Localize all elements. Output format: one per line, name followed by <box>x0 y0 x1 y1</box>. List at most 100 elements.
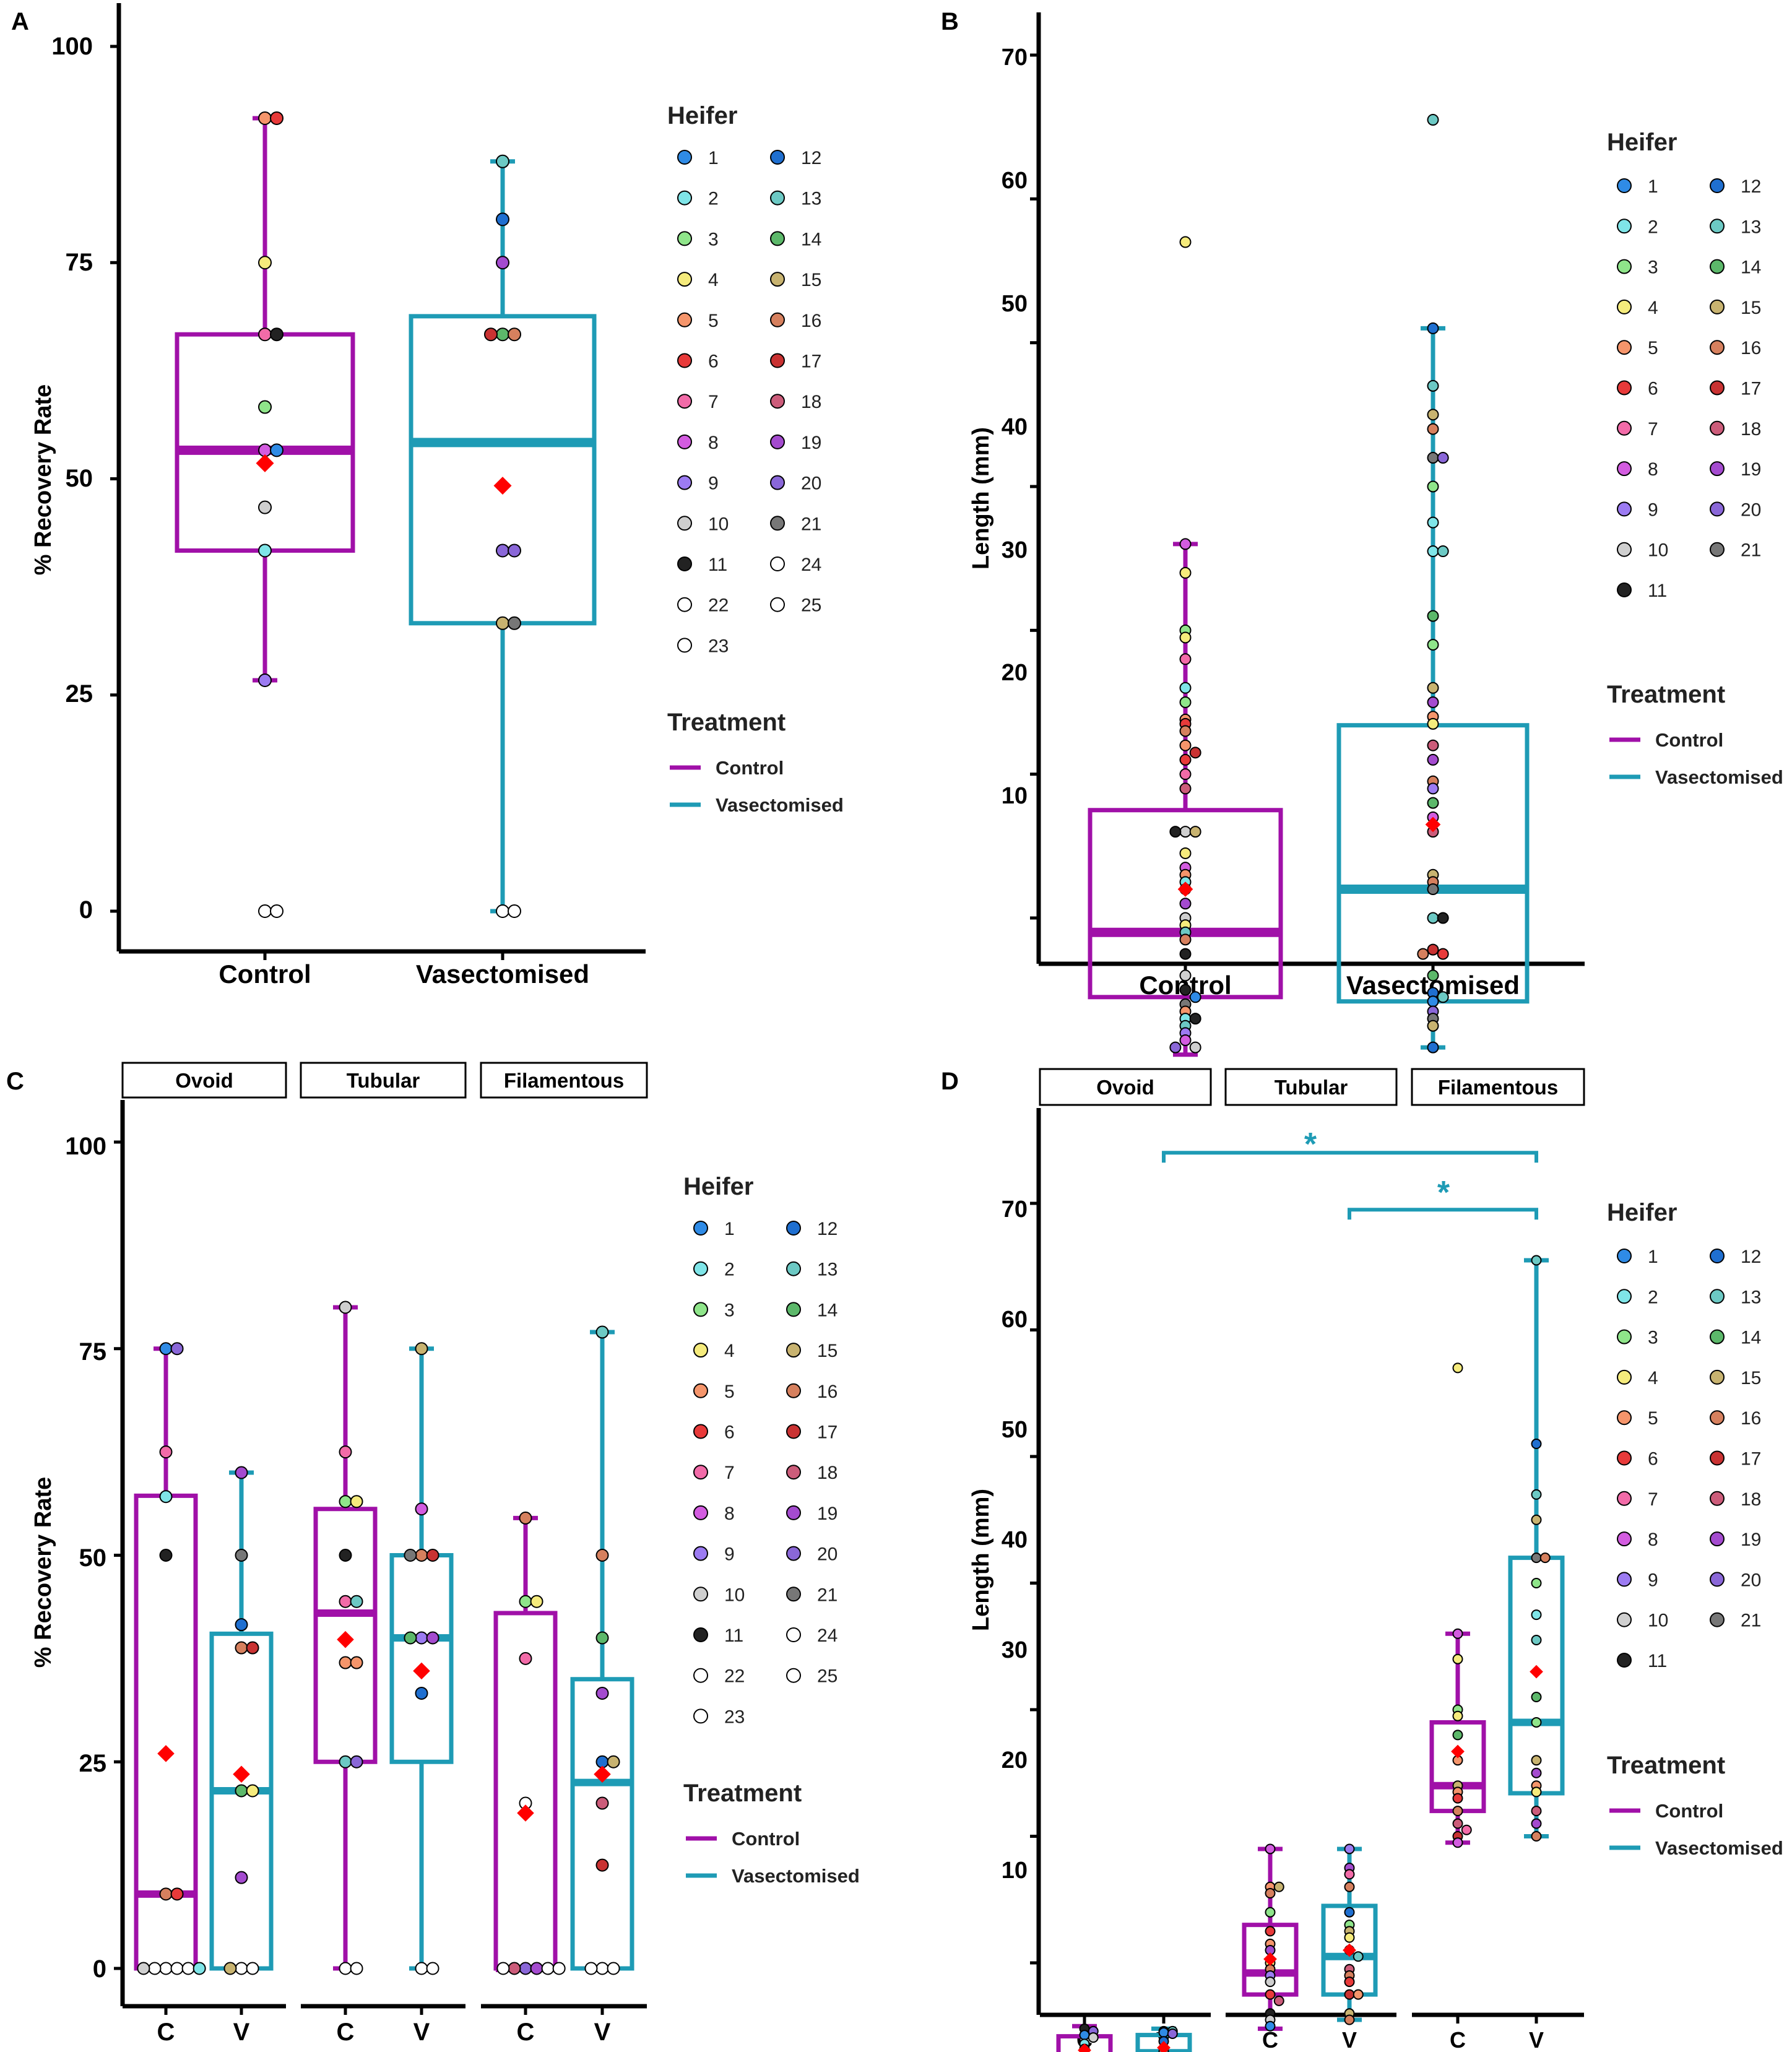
panel-b-legend-heifer-20-icon <box>1710 501 1725 517</box>
panel-a-ytick-75: 75 <box>66 249 93 276</box>
panel-d-legend-heifer-8-label: 8 <box>1648 1530 1658 1550</box>
panel-b-ytick-20: 20 <box>1002 660 1028 686</box>
panel-a-control-point-1 <box>258 111 272 125</box>
panel-b-legend-heifer-15-label: 15 <box>1741 298 1761 318</box>
panel-b-control-point-3 <box>1179 566 1192 579</box>
panel-c-tubular-vasectomised-point-1 <box>415 1342 428 1356</box>
panel-c-legend-heifer-2-label: 2 <box>724 1260 735 1280</box>
panel-b-vasectomised-point-17 <box>1427 717 1439 730</box>
panel-d-tubular-control-point-12 <box>1265 1976 1276 1988</box>
panel-d-tubular-control-mean-marker <box>1263 1952 1277 1966</box>
panel-b-legend-heifer-5-icon <box>1617 340 1632 355</box>
panel-c-facet-ovoid: Ovoid <box>175 1069 233 1092</box>
panel-b-legend-heifer-8-icon <box>1617 461 1632 477</box>
panel-c-ovoid-control-point-8 <box>159 1962 173 1975</box>
panel-b-vasectomised-point-27 <box>1427 883 1439 896</box>
panel-c-legend: Heifer1234567891011222312131415161718192… <box>683 1173 860 1887</box>
panel-d-facet-tubular: Tubular <box>1275 1076 1348 1099</box>
panel-b-legend-heifer-21-icon <box>1710 542 1725 557</box>
panel-b-legend-heifer-16-label: 16 <box>1741 338 1761 358</box>
panel-c-legend-heifer-19-label: 19 <box>817 1504 838 1524</box>
panel-c-legend-treatment-title: Treatment <box>683 1780 802 1807</box>
panel-c-tubular-vasectomised-point-8 <box>404 1631 417 1645</box>
panel-a-legend-heifer-11-label: 11 <box>708 555 727 575</box>
panel-c-ovoid-control-point-5 <box>159 1549 173 1562</box>
panel-d-tubular-vasectomised-point-14 <box>1344 1989 1355 2000</box>
panel-c-legend-heifer-5-icon <box>693 1383 708 1398</box>
panel-a-legend-heifer-25-label: 25 <box>801 595 821 616</box>
panel-b-vasectomised-point-29 <box>1437 912 1449 924</box>
panel-c-legend-heifer-17-icon <box>786 1424 801 1439</box>
panel-d-ylabel: Length (mm) <box>968 1489 994 1631</box>
panel-c-filamentous-control-point-1 <box>519 1511 532 1525</box>
panel-a-legend-heifer-15-label: 15 <box>801 270 821 290</box>
panel-b-legend-vasectomised-label: Vasectomised <box>1655 766 1783 788</box>
panel-b-control-point-14 <box>1179 753 1192 766</box>
panel-c-legend-heifer-7-icon <box>693 1465 708 1480</box>
panel-c-legend-heifer-15-icon <box>786 1343 801 1358</box>
panel-a-legend-heifer-14-label: 14 <box>801 229 821 249</box>
panel-b-control-point-12 <box>1179 739 1192 751</box>
panel-c-filamentous-vasectomised-point-7 <box>595 1796 609 1810</box>
panel-a-legend-heifer-4-icon <box>677 272 692 287</box>
panel-d-legend-heifer-16-label: 16 <box>1741 1408 1761 1429</box>
panel-b-legend-heifer-14-label: 14 <box>1741 258 1761 278</box>
panel-b-vasectomised-point-35 <box>1437 991 1449 1003</box>
panel-a-control-mean-marker <box>256 454 274 472</box>
panel-b-control-point-20 <box>1179 847 1192 859</box>
panel-d-legend-heifer-title: Heifer <box>1607 1199 1677 1226</box>
panel-c-legend-heifer-8-label: 8 <box>724 1504 735 1524</box>
panel-b-legend-heifer-16-icon <box>1710 340 1725 355</box>
panel-a-legend-heifer-15-icon <box>770 272 785 287</box>
panel-c-plot <box>114 1100 647 2015</box>
panel-b-legend-heifer-19-label: 19 <box>1741 459 1761 480</box>
panel-d-tubular-vasectomised-point-10 <box>1353 1951 1364 1962</box>
panel-b-legend: Heifer123456789101112131415161718192021T… <box>1607 129 1783 788</box>
panel-a-legend-heifer-8-label: 8 <box>708 433 719 453</box>
panel-b-vasectomised-point-30 <box>1427 943 1439 956</box>
panel-a-control-point-12 <box>258 904 272 918</box>
panel-d-facet-ovoid: Ovoid <box>1096 1076 1154 1099</box>
panel-d-tubular-vasectomised-point-15 <box>1353 1989 1364 2000</box>
panel-a-vasectomised-point-4 <box>496 327 509 342</box>
panel-d-legend-heifer-14-label: 14 <box>1741 1328 1761 1348</box>
panel-c-tubular-control-point-2 <box>339 1445 352 1459</box>
panel-a-legend-vasectomised-label: Vasectomised <box>716 794 844 816</box>
panel-d-legend-heifer-21-icon <box>1710 1612 1725 1627</box>
panel-a-ytick-100: 100 <box>51 33 93 60</box>
panel-d-filamentous-control-point-15 <box>1452 1837 1463 1848</box>
panel-d-filamentous-control-point-5 <box>1452 1710 1463 1721</box>
panel-c-legend-heifer-11-label: 11 <box>724 1626 743 1646</box>
panel-c-tubular-vasectomised-point-10 <box>415 1962 428 1975</box>
panel-c-legend-heifer-2-icon <box>693 1261 708 1276</box>
panel-c-filamentous-control-point-11 <box>552 1962 566 1975</box>
panel-a-control-point-3 <box>258 256 272 270</box>
panel-c-ovoid-vasectomised-point-5 <box>246 1641 259 1655</box>
panel-d-ovoid-vasectomised-point-3 <box>1158 2027 1169 2038</box>
panel-a-control-point-13 <box>270 904 284 918</box>
panel-d-legend-heifer-4-icon <box>1617 1369 1632 1385</box>
panel-b-legend-heifer-18-icon <box>1710 420 1725 436</box>
panel-c-ytick-25: 25 <box>79 1750 107 1777</box>
panel-c-filamentous-vasectomised-point-1 <box>595 1325 609 1339</box>
panel-a-legend-heifer-17-icon <box>770 353 785 368</box>
panel-b-vasectomised-point-28 <box>1427 912 1439 924</box>
panel-a-legend-heifer-20-icon <box>770 475 785 490</box>
panel-b-control-point-19 <box>1169 826 1182 838</box>
panel-b-vasectomised-point-3 <box>1427 379 1439 392</box>
panel-b-legend-heifer-5-label: 5 <box>1648 338 1658 358</box>
panel-d-filamentous-vasectomised-point-15 <box>1531 1786 1542 1798</box>
panel-d-facet-tubular-strip <box>1224 1068 1398 1106</box>
panel-d-tubular-vasectomised-point-17 <box>1344 2014 1355 2025</box>
panel-b-vasectomised-point-13 <box>1427 639 1439 651</box>
panel-d-tubular-vasectomised-point-3 <box>1344 1869 1355 1880</box>
panel-b-legend-heifer-21-label: 21 <box>1741 540 1761 561</box>
panel-d-ovoid-control-mean-marker <box>1078 2043 1091 2052</box>
panel-d-ytick-10: 10 <box>1002 1858 1028 1884</box>
panel-c-tubular-control-point-7 <box>350 1595 363 1608</box>
panel-d-legend-heifer-4-label: 4 <box>1648 1368 1658 1388</box>
panel-a-vasectomised-point-5 <box>508 327 521 342</box>
panel-a-legend-heifer-7-label: 7 <box>708 392 719 412</box>
panel-a-legend-heifer-9-label: 9 <box>708 474 719 494</box>
panel-d-legend-heifer-21-label: 21 <box>1741 1611 1761 1631</box>
